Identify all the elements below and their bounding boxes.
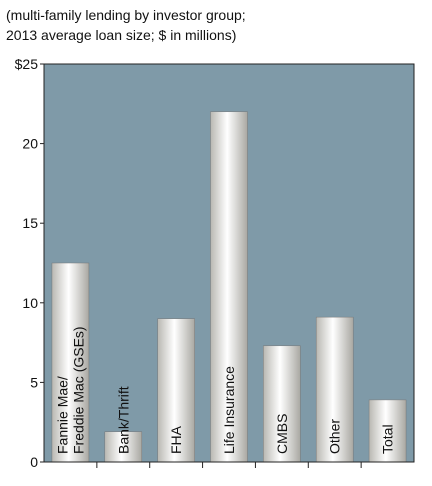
plot-border	[43, 63, 415, 463]
bar	[368, 399, 407, 463]
x-tick-label: Total	[380, 424, 396, 454]
bar	[263, 345, 301, 463]
x-tick-label: FHA	[168, 425, 184, 454]
x-tick-label: CMBS	[274, 414, 290, 454]
y-tick-label: $25	[15, 56, 39, 72]
bar	[210, 111, 248, 463]
y-tick-label: 15	[22, 215, 38, 231]
x-tick-label: Bank/Thrift	[115, 386, 131, 454]
y-tick-label: 5	[30, 374, 38, 390]
bar	[51, 262, 90, 463]
x-tick-label: Fannie Mae/Freddie Mac (GSEs)	[54, 326, 86, 454]
x-tick-label: Other	[327, 419, 343, 454]
y-tick-label: 0	[30, 454, 38, 470]
x-tick-label: Life Insurance	[221, 366, 237, 454]
chart-title: 2013 average loan size; $ in millions)	[6, 27, 236, 43]
y-tick-label: 20	[22, 136, 38, 152]
y-tick-label: 10	[22, 295, 38, 311]
bar	[315, 316, 354, 463]
bar	[104, 431, 143, 463]
chart-title: (multi-family lending by investor group;	[6, 7, 246, 23]
